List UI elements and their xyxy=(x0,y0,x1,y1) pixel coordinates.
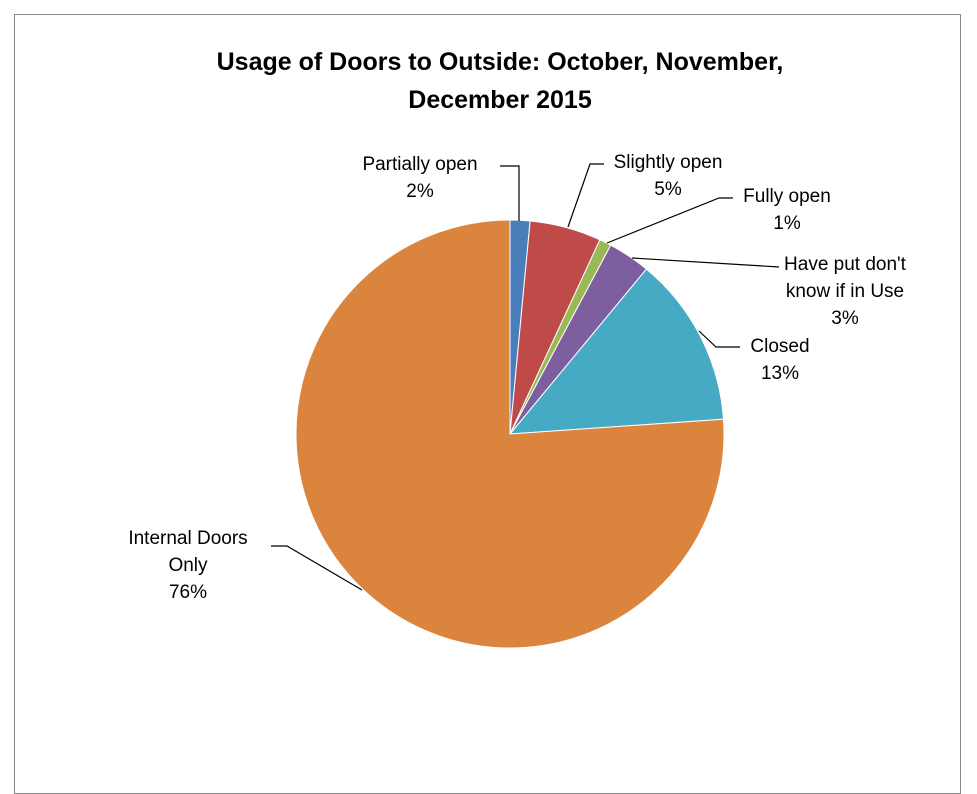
data-label: Closed 13% xyxy=(750,336,809,384)
leader-line xyxy=(271,545,363,591)
data-labels: Partially open 2% Slightly open 5% Fully ope… xyxy=(128,152,906,603)
data-label: Have put don't know if in Use 3% xyxy=(784,254,907,329)
data-label: Internal Doors Only 76% xyxy=(128,528,247,603)
chart-title-line-2: December 2015 xyxy=(408,86,592,114)
data-label-category: Fully open xyxy=(743,186,831,207)
data-label-percent: 3% xyxy=(831,308,859,329)
data-label: Fully open 1% xyxy=(743,186,831,234)
data-label-percent: 13% xyxy=(761,363,799,384)
data-label: Partially open 2% xyxy=(362,154,477,202)
data-label-category: Slightly open xyxy=(614,152,723,173)
data-label-category: Have put don't xyxy=(784,254,907,275)
pie-slice-closed xyxy=(508,268,725,435)
pie-slices xyxy=(295,219,725,649)
data-label-percent: 5% xyxy=(654,179,682,200)
data-label-percent: 2% xyxy=(406,181,434,202)
leader-lines xyxy=(271,163,780,591)
leader-line xyxy=(500,165,520,221)
leader-line xyxy=(698,330,740,348)
leader-line xyxy=(606,197,733,244)
data-label: Slightly open 5% xyxy=(614,152,723,200)
pie-slice-internal-doors-only xyxy=(295,219,725,649)
leader-line xyxy=(631,257,780,268)
leader-line xyxy=(567,163,604,228)
data-label-percent: 76% xyxy=(169,582,207,603)
data-label-category: Only xyxy=(168,555,208,576)
data-label-category: Partially open xyxy=(362,154,477,175)
chart-title-line-1: Usage of Doors to Outside: October, Nove… xyxy=(217,48,784,76)
data-label-percent: 1% xyxy=(773,213,801,234)
data-label-category: Internal Doors xyxy=(128,528,247,549)
data-label-category: Closed xyxy=(750,336,809,357)
data-label-category: know if in Use xyxy=(786,281,904,302)
pie-chart: Usage of Doors to Outside: October, Nove… xyxy=(128,48,907,649)
